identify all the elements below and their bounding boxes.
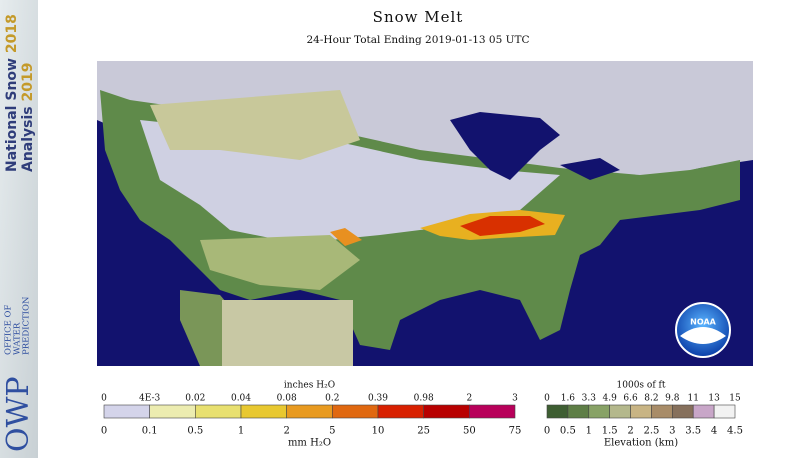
legend-bottom-label: 0.5 [560,426,576,437]
legend-swatch [630,404,652,419]
legend-top-label: 0 [101,394,107,404]
legend-swatch [149,404,196,419]
acronym: OWP [1,376,36,452]
year: 2019 [20,63,36,102]
sidebar [0,0,38,458]
legend-bottom-label: 1 [586,426,592,437]
canada [97,61,753,182]
legend-bottom-label: 2.5 [643,426,659,437]
legend-bottom-label: 1.5 [602,426,618,437]
heavy-melt [460,216,545,236]
legend-top-label: 1.6 [561,394,576,404]
heavy-melt [330,228,362,246]
great-lakes [450,112,560,180]
product: Analysis [20,106,36,172]
legend-top-label: 4E-3 [139,394,161,404]
legend-swatch [567,404,590,419]
legend-unit: Elevation (km) [604,438,678,449]
legend-bottom-label: 4 [711,426,717,437]
legend-swatch [377,404,424,419]
legend-top-label: 11 [687,394,698,404]
legend-top-label: 13 [708,394,720,404]
legend-bottom-label: 25 [417,426,430,437]
legend-top-label: 0.98 [414,394,434,404]
legend-unit: mm H₂O [288,438,331,449]
light-melt [150,90,360,160]
legend-swatch [423,404,470,419]
legend-top-label: 8.2 [644,394,658,404]
legend-top-label: 3.3 [582,394,597,404]
legend-bottom-label: 0.5 [187,426,203,437]
legend-bottom-label: 3 [669,426,675,437]
legend-swatch [672,404,694,419]
legend-bottom-label: 2 [627,426,633,437]
legend-bottom-label: 0 [544,426,550,437]
product: National Snow [4,58,20,172]
legend-swatch [240,404,287,419]
legend-bottom-label: 75 [509,426,522,437]
sidebar-text: National Snow 2018 Analysis 2019 OWP OFF… [1,14,36,452]
product-line: Analysis 2019 [20,63,36,172]
legend-bottom-label: 10 [372,426,385,437]
legend-bottom-label: 5 [329,426,335,437]
office: WATER [13,322,23,355]
mexico-box [222,300,353,366]
legend-bottom-label: 2 [283,426,289,437]
legend-swatch [103,404,150,419]
legend-swatch [609,404,631,419]
legend-swatch [195,404,242,419]
legend-top-label: 0.08 [277,394,297,404]
legend-swatch [286,404,333,419]
legend-unit: inches H₂O [284,381,335,391]
legend-swatch [546,404,569,419]
legend-swatch [692,404,715,419]
legend-top-label: 3 [512,394,518,404]
legend-bottom-label: 0.1 [142,426,158,437]
legend-swatch [651,404,673,419]
legend-top-label: 0 [544,394,550,404]
map: NOAA [97,61,753,366]
subtitle: 24-Hour Total Ending 2019-01-13 05 UTC [307,34,530,46]
legend-bottom-label: 3.5 [685,426,701,437]
noaa-bird [680,327,726,344]
legend-top-label: 0.2 [325,394,339,404]
legend-top-label: 4.9 [603,394,618,404]
legend-top-label: 0.39 [368,394,388,404]
legend-bottom-label: 0 [101,426,107,437]
legend-top-label: 9.8 [665,394,680,404]
title: Snow Melt [373,8,464,26]
legend-top-label: 6.6 [623,394,638,404]
legend-bottom-label: 4.5 [727,426,743,437]
legend-top-label: 0.04 [231,394,251,404]
legend-unit: 1000s of ft [617,381,666,391]
great-lakes [560,158,620,180]
product-line: National Snow 2018 [4,14,20,172]
legend-top-label: 15 [729,394,741,404]
legend-swatch [332,404,379,419]
office: OFFICE OF [4,304,14,355]
light-melt [200,235,360,290]
legend-bottom-label: 1 [238,426,244,437]
year: 2018 [4,14,20,53]
logo-text: NOAA [690,318,716,327]
legend-swatch [713,404,736,419]
legend-top-label: 0.02 [185,394,205,404]
office: PREDICTION [22,296,32,355]
legend-bottom-label: 50 [463,426,476,437]
legend-swatch [469,404,516,419]
legend-swatch [588,404,610,419]
legend-top-label: 2 [466,394,472,404]
